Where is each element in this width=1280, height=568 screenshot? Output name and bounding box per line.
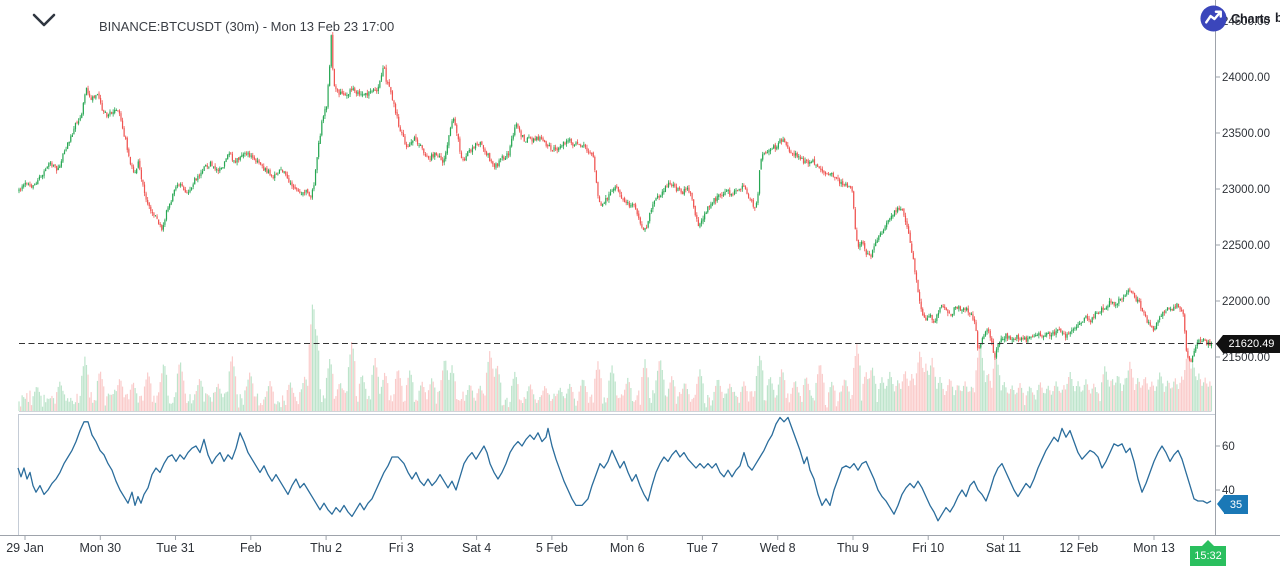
last-price-tag: 21620.49 xyxy=(1216,335,1280,353)
price-axis-label: 23000.00 xyxy=(1222,184,1270,196)
chart-title: BINANCE:BTCUSDT (30m) - Mon 13 Feb 23 17… xyxy=(99,19,395,34)
chevron-down-button[interactable] xyxy=(26,6,62,34)
price-axis-label: 24000.00 xyxy=(1222,72,1270,84)
time-axis-label: Thu 2 xyxy=(310,541,342,555)
last-price-value: 21620.49 xyxy=(1228,338,1275,350)
time-axis-label: Feb xyxy=(240,541,262,555)
time-axis-label: Mon 6 xyxy=(610,541,645,555)
volume-bars xyxy=(18,304,1213,411)
time-axis-label: Fri 10 xyxy=(912,541,944,555)
watermark-label: Charts xyxy=(1231,11,1271,26)
time-axis-label: Sat 4 xyxy=(462,541,491,555)
charts-watermark-link[interactable]: Charts b xyxy=(1199,3,1280,34)
time-axis-label: 12 Feb xyxy=(1059,541,1098,555)
time-axis[interactable]: 29 Jan Mon 30 Tue 31 Feb Thu 2 Fri 3 Sat 4 5 Fe… xyxy=(0,535,1280,556)
price-axis-label: 22500.00 xyxy=(1222,240,1270,252)
time-value: 15:32 xyxy=(1194,550,1222,562)
chevron-down-icon xyxy=(32,13,56,27)
rsi-line xyxy=(17,416,1212,522)
rsi-axis-label: 40 xyxy=(1222,485,1235,497)
price-axis-label: 21500.00 xyxy=(1222,352,1270,364)
watermark-partial-text: b xyxy=(1275,11,1280,25)
candles xyxy=(18,32,1213,363)
price-axis-label: 24500.00 xyxy=(1222,16,1270,28)
time-axis-label: Wed 8 xyxy=(760,541,796,555)
time-axis-label: Tue 31 xyxy=(156,541,195,555)
trendline-logo-icon xyxy=(1199,4,1228,33)
rsi-value: 35 xyxy=(1229,498,1243,511)
price-axis-label: 22000.00 xyxy=(1222,296,1270,308)
time-axis-label: Sat 11 xyxy=(986,541,1021,555)
time-axis-label: Mon 13 xyxy=(1133,541,1175,555)
time-axis-label: Thu 9 xyxy=(837,541,869,555)
price-axis-label: 23500.00 xyxy=(1222,128,1270,140)
rsi-axis-label: 60 xyxy=(1222,441,1235,453)
time-axis-label: 29 Jan xyxy=(6,541,44,555)
time-axis-label: 5 Feb xyxy=(536,541,568,555)
rsi-value-tag: 35 xyxy=(1217,495,1248,514)
time-tag: 15:32 xyxy=(1190,540,1226,566)
time-axis-label: Tue 7 xyxy=(687,541,719,555)
time-axis-label: Fri 3 xyxy=(389,541,414,555)
price-axis[interactable]: 24500.00 24000.00 23500.00 23000.00 22500.00… xyxy=(1215,0,1270,536)
time-axis-label: Mon 30 xyxy=(79,541,121,555)
